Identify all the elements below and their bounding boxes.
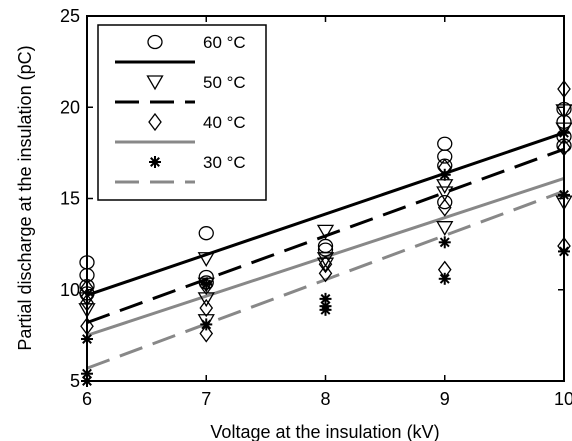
legend-label-3: 40 °C bbox=[203, 113, 246, 132]
legend-label-4: 30 °C bbox=[203, 153, 246, 172]
point-s3-6 bbox=[199, 298, 214, 318]
point-s4-4 bbox=[200, 278, 213, 291]
point-s1-10 bbox=[437, 136, 453, 151]
point-s3-7 bbox=[199, 324, 214, 343]
point-s2-9 bbox=[316, 257, 335, 273]
point-s4-10 bbox=[438, 236, 451, 249]
point-s4-11 bbox=[438, 272, 451, 285]
legend-label-1: 60 °C bbox=[203, 33, 246, 52]
point-s1-11 bbox=[437, 149, 453, 164]
x-tick-label-2: 7 bbox=[201, 389, 211, 409]
legend-marker-1 bbox=[147, 34, 163, 50]
x-tick-label-4: 9 bbox=[440, 389, 450, 409]
point-s2-7 bbox=[316, 224, 335, 240]
point-s4-8 bbox=[319, 303, 332, 316]
point-s2-11 bbox=[436, 186, 454, 202]
x-axis-label: Voltage at the insulation (kV) bbox=[210, 422, 439, 441]
y-tick-label-2: 10 bbox=[60, 280, 80, 300]
legend-label-2: 50 °C bbox=[203, 73, 246, 92]
x-tick-label-3: 8 bbox=[320, 389, 330, 409]
legend-box bbox=[97, 24, 267, 201]
point-s4-9 bbox=[438, 168, 451, 181]
tick-marks: 6 7 8 9 10 5 10 15 20 25 bbox=[60, 6, 572, 409]
y-axis-label: Partial discharge at the insulation (pC) bbox=[15, 45, 35, 350]
x-tick-label-1: 6 bbox=[82, 389, 92, 409]
y-tick-label-4: 20 bbox=[60, 97, 80, 117]
point-s3-11 bbox=[437, 198, 452, 217]
point-s4-5 bbox=[200, 318, 213, 331]
fit-line-1 bbox=[86, 131, 565, 297]
x-tick-label-5: 10 bbox=[554, 389, 572, 409]
point-s3-9 bbox=[318, 264, 333, 283]
point-s3-8 bbox=[318, 255, 333, 274]
y-tick-label-1: 5 bbox=[70, 371, 80, 391]
point-s2-12 bbox=[436, 221, 454, 237]
legend-marker-3 bbox=[148, 112, 162, 132]
point-s1-5 bbox=[198, 226, 214, 241]
y-tick-label-3: 15 bbox=[60, 189, 80, 209]
legend-marker-4 bbox=[149, 156, 161, 168]
fit-line-2 bbox=[86, 147, 565, 325]
legend-marker-2 bbox=[146, 75, 164, 91]
point-s1-8 bbox=[317, 238, 334, 254]
point-s2-8 bbox=[316, 252, 335, 268]
point-s2-3 bbox=[197, 252, 215, 268]
point-s1-13 bbox=[437, 194, 453, 210]
legend: 60 °C 50 °C 40 °C 30 °C bbox=[97, 24, 267, 201]
fit-line-4 bbox=[86, 189, 565, 370]
point-s2-5 bbox=[197, 292, 215, 308]
y-tick-label-5: 25 bbox=[60, 6, 80, 26]
point-s1-9 bbox=[317, 242, 334, 257]
